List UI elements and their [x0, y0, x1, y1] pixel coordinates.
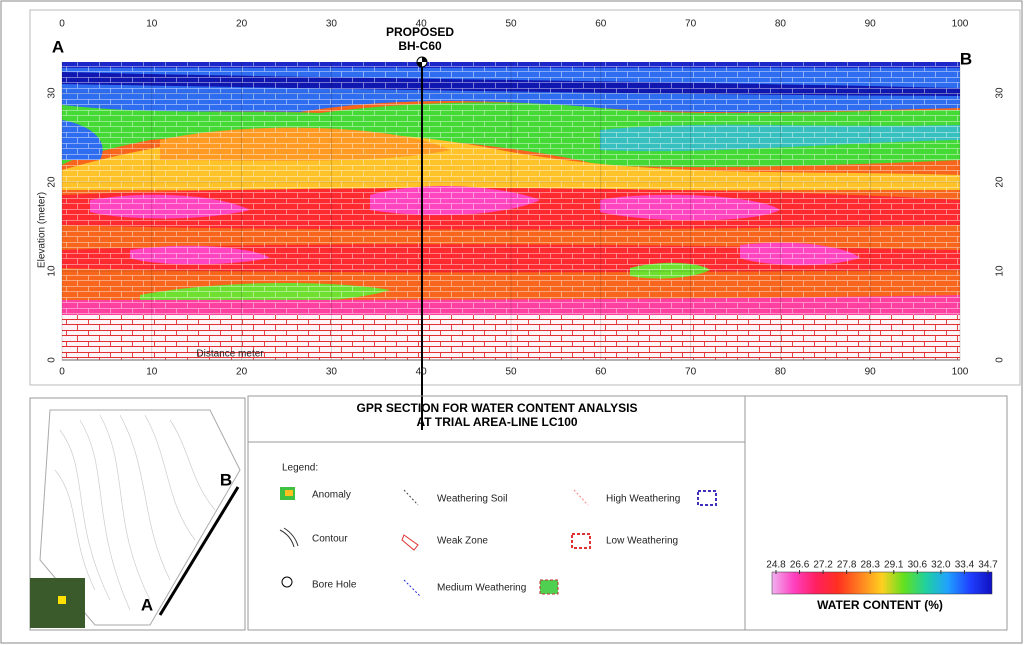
- y-axis-label: Elevation (meter): [37, 192, 48, 268]
- ticks: 0010102020303040405050606070708080909010…: [47, 19, 1006, 378]
- colorbar-label: 32.0: [931, 560, 951, 571]
- colorbar-label: 33.4: [955, 560, 975, 571]
- y-tick-label: 20: [47, 176, 58, 188]
- x-tick-label: 80: [775, 19, 787, 30]
- x-tick-label: 90: [865, 19, 877, 30]
- borehole-label: PROPOSED: [386, 25, 454, 39]
- legend-item: Weathering Soil: [437, 494, 507, 505]
- x-axis-label: Distance meter: [196, 349, 264, 360]
- heatmap: [62, 62, 960, 360]
- title: GPR SECTION FOR WATER CONTENT ANALYSIS: [357, 401, 638, 415]
- x-tick-label: 10: [146, 367, 158, 378]
- x-tick-label: 30: [326, 19, 338, 30]
- x-tick-label: 100: [952, 367, 969, 378]
- legend: Legend: Anomaly Contour Bore Hole Weathe…: [279, 463, 717, 597]
- title: AT TRIAL AREA-LINE LC100: [416, 415, 577, 429]
- x-tick-label: 70: [685, 367, 697, 378]
- colorbar-label: 27.2: [813, 560, 833, 571]
- x-tick-label: 60: [595, 19, 607, 30]
- x-tick-label: 20: [236, 367, 248, 378]
- legend-item: Low Weathering: [606, 536, 678, 547]
- x-tick-label: 0: [59, 19, 65, 30]
- x-tick-label: 100: [952, 19, 969, 30]
- y-tick-label: 30: [47, 87, 58, 99]
- colorbar-label: 27.8: [837, 560, 857, 571]
- colorbar: [771, 571, 993, 595]
- y-tick-label: 10: [995, 265, 1006, 277]
- colorbar-label: 26.6: [790, 560, 810, 571]
- legend-item: Weak Zone: [437, 536, 488, 547]
- colorbar-label: 30.6: [908, 560, 928, 571]
- borehole-label: BH-C60: [398, 39, 442, 53]
- colorbar-label: 34.7: [978, 560, 998, 571]
- section-frame: [29, 9, 1021, 386]
- x-tick-label: 90: [865, 367, 877, 378]
- legend-item: Contour: [312, 534, 348, 545]
- x-tick-label: 20: [236, 19, 248, 30]
- x-tick-label: 50: [505, 19, 517, 30]
- legend-heading: Legend:: [282, 463, 318, 474]
- colorbar-title: WATER CONTENT (%): [817, 598, 943, 612]
- colorbar-label: 24.8: [766, 560, 786, 571]
- x-tick-label: 0: [59, 367, 65, 378]
- x-tick-label: 70: [685, 19, 697, 30]
- y-tick-label: 0: [47, 357, 58, 363]
- x-tick-label: 40: [416, 19, 428, 30]
- title-box: [247, 395, 746, 631]
- legend-item: High Weathering: [606, 494, 680, 505]
- x-tick-label: 10: [146, 19, 158, 30]
- label-b: B: [960, 49, 972, 68]
- x-tick-label: 60: [595, 367, 607, 378]
- x-tick-label: 50: [505, 367, 517, 378]
- label-a: A: [52, 37, 64, 56]
- legend-item: Medium Weathering: [437, 583, 526, 594]
- map-label-a: A: [141, 595, 153, 614]
- y-tick-label: 20: [995, 176, 1006, 188]
- map-label-b: B: [220, 470, 232, 489]
- colorbar-ticks: 24.8 26.6 27.2 27.8 28.3 29.1 30.6 32.0 33.4 34.7: [766, 560, 998, 574]
- x-tick-label: 40: [416, 367, 428, 378]
- inset-map: A B: [29, 397, 246, 631]
- y-tick-label: 30: [995, 87, 1006, 99]
- x-tick-label: 80: [775, 367, 787, 378]
- y-tick-label: 10: [47, 265, 58, 277]
- colorbar-label: 29.1: [884, 560, 904, 571]
- x-tick-label: 30: [326, 367, 338, 378]
- legend-item: Anomaly: [312, 490, 351, 501]
- legend-item: Bore Hole: [312, 580, 357, 591]
- y-tick-label: 0: [995, 357, 1006, 363]
- colorbar-label: 28.3: [860, 560, 880, 571]
